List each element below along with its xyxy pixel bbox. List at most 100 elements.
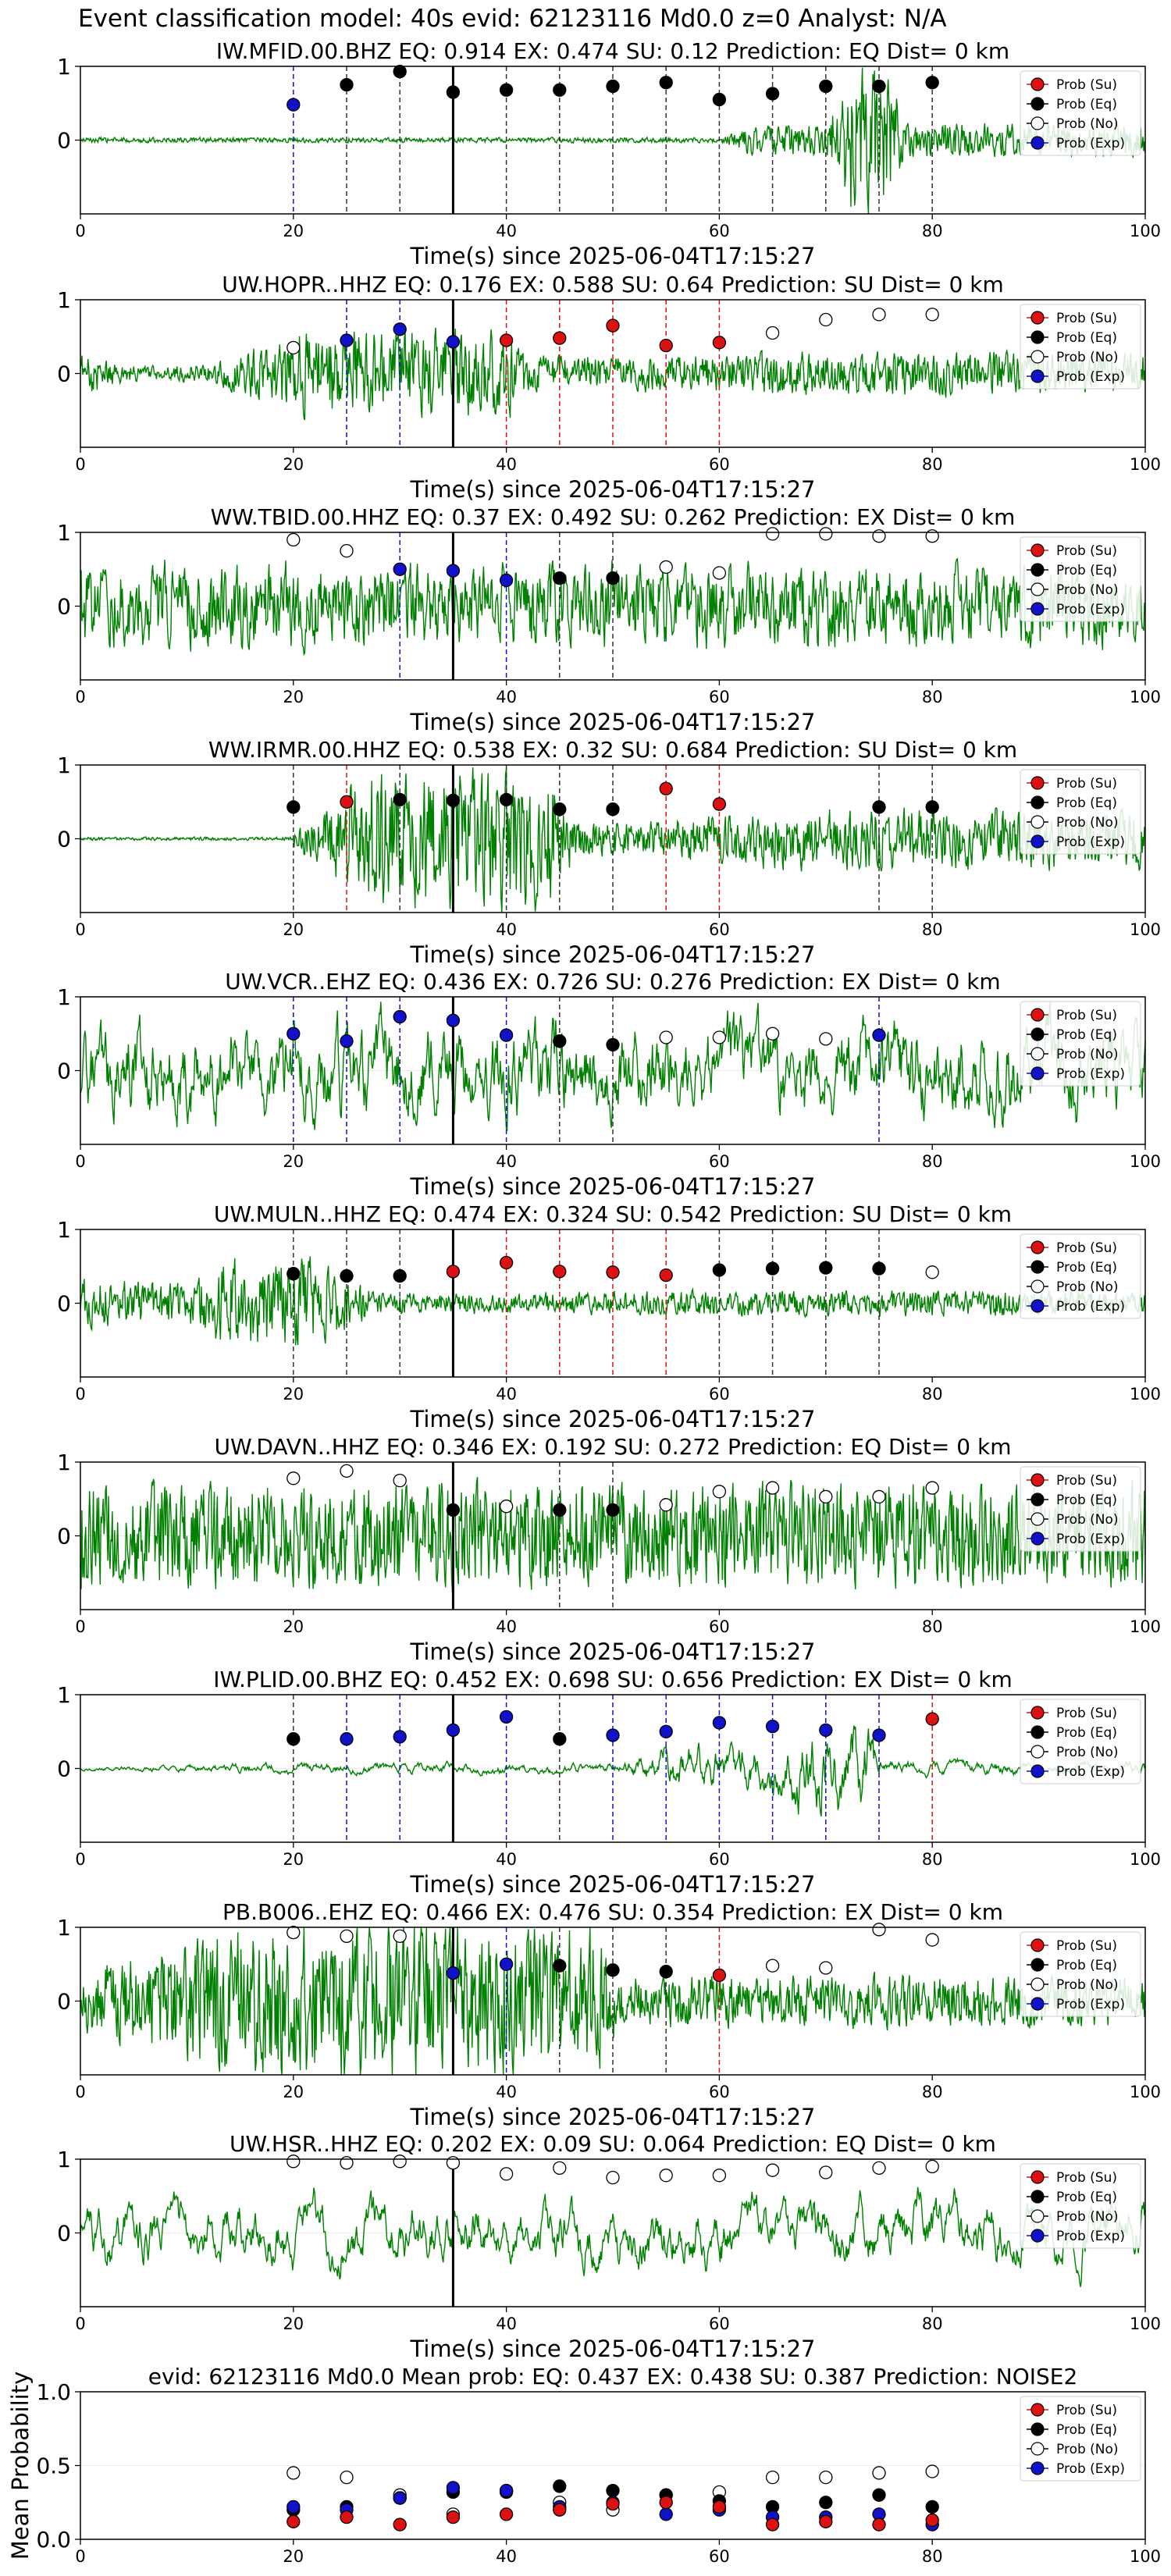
prob-marker-eq xyxy=(553,2479,567,2493)
prob-marker-exp xyxy=(446,1723,461,1738)
x-tick-label: 60 xyxy=(709,2547,730,2566)
prob-marker-eq xyxy=(393,64,407,79)
legend-label: Prob (Su) xyxy=(1056,1938,1117,1954)
x-tick-label: 60 xyxy=(709,920,730,939)
x-tick-label: 20 xyxy=(283,455,304,474)
prob-marker-no xyxy=(872,1923,886,1937)
prob-marker-eq xyxy=(659,1965,673,1979)
x-tick-label: 100 xyxy=(1130,222,1161,240)
legend-box xyxy=(1020,1233,1141,1319)
prob-marker-su xyxy=(446,2510,461,2524)
x-tick-label: 20 xyxy=(283,1617,304,1636)
legend-marker-eq xyxy=(1030,563,1045,577)
prob-marker-exp xyxy=(393,322,407,336)
subplot-5: UW.VCR..EHZ EQ: 0.436 EX: 0.726 SU: 0.27… xyxy=(57,969,1161,1200)
prob-marker-exp xyxy=(446,335,461,349)
legend-marker-eq xyxy=(1030,1260,1045,1274)
subplot-title: WW.IRMR.00.HHZ EQ: 0.538 EX: 0.32 SU: 0.… xyxy=(208,737,1017,763)
x-tick-label: 0 xyxy=(75,2547,85,2566)
x-tick-label: 100 xyxy=(1130,1617,1161,1636)
x-tick-label: 20 xyxy=(283,1152,304,1171)
prob-marker-no xyxy=(872,1489,886,1504)
y-tick-label: 1 xyxy=(57,1915,71,1941)
x-axis-label: Time(s) since 2025-06-04T17:15:27 xyxy=(410,1406,816,1432)
prob-marker-exp xyxy=(872,1728,886,1742)
prob-marker-no xyxy=(499,1500,514,1514)
legend-label: Prob (No) xyxy=(1056,350,1119,365)
prob-marker-no xyxy=(712,566,727,580)
legend-label: Prob (No) xyxy=(1056,1745,1119,1760)
prob-marker-no xyxy=(925,1265,939,1279)
legend-label: Prob (Su) xyxy=(1056,77,1117,93)
prob-marker-su xyxy=(340,795,354,809)
prob-marker-no xyxy=(287,2154,301,2169)
prob-marker-no xyxy=(340,2470,354,2485)
x-tick-label: 100 xyxy=(1130,1152,1161,1171)
legend-box xyxy=(1020,1699,1141,1784)
prob-marker-no xyxy=(819,312,833,327)
prob-marker-eq xyxy=(393,1268,407,1283)
x-tick-label: 0 xyxy=(75,2083,85,2101)
prob-marker-su xyxy=(872,2517,886,2532)
prob-marker-no xyxy=(606,2170,620,2185)
legend-marker-eq xyxy=(1030,2422,1045,2436)
legend: Prob (Su) Prob (Eq) Prob (No) Prob (Exp) xyxy=(1020,536,1141,622)
legend-label: Prob (Exp) xyxy=(1056,834,1125,850)
legend-label: Prob (Su) xyxy=(1056,1473,1117,1489)
prob-marker-su xyxy=(659,781,673,795)
legend-label: Prob (Su) xyxy=(1056,311,1117,326)
y-tick-label: 1 xyxy=(57,1682,71,1708)
legend-label: Prob (No) xyxy=(1056,116,1119,132)
prob-marker-eq xyxy=(340,1268,354,1283)
x-tick-label: 40 xyxy=(496,1385,517,1404)
prob-marker-no xyxy=(765,2470,780,2485)
legend-label: Prob (Exp) xyxy=(1056,2229,1125,2244)
legend-marker-no xyxy=(1030,1977,1045,1991)
prob-marker-exp xyxy=(819,1723,833,1738)
prob-marker-exp xyxy=(287,2500,301,2514)
y-tick-label: 1 xyxy=(57,287,71,313)
legend-label: Prob (Su) xyxy=(1056,776,1117,792)
prob-marker-exp xyxy=(499,1957,514,1971)
prob-marker-eq xyxy=(712,92,727,107)
prob-marker-eq xyxy=(925,2500,939,2514)
prob-marker-no xyxy=(765,1026,780,1041)
x-tick-label: 100 xyxy=(1130,1850,1161,1869)
y-tick-label: 1 xyxy=(57,1450,71,1475)
prob-marker-exp xyxy=(659,2507,673,2521)
y-tick-label: 0 xyxy=(57,1291,71,1317)
prob-marker-no xyxy=(659,1498,673,1512)
legend-marker-no xyxy=(1030,350,1045,364)
legend-marker-eq xyxy=(1030,1027,1045,1041)
prob-marker-no xyxy=(340,2156,354,2170)
legend-marker-su xyxy=(1030,2170,1045,2184)
prob-marker-no xyxy=(659,560,673,575)
prob-marker-eq xyxy=(765,1261,780,1276)
prob-marker-eq xyxy=(553,802,567,817)
y-tick-label: 1 xyxy=(57,1217,71,1243)
prob-marker-eq xyxy=(925,800,939,814)
prob-marker-eq xyxy=(819,1261,833,1275)
x-tick-label: 80 xyxy=(922,1385,943,1404)
legend-marker-exp xyxy=(1030,602,1045,616)
x-axis-label: Time(s) since 2025-06-04T17:15:27 xyxy=(410,1638,816,1665)
prob-marker-su xyxy=(659,1268,673,1283)
prob-marker-eq xyxy=(606,2483,620,2498)
legend-label: Prob (Exp) xyxy=(1056,369,1125,385)
legend-marker-eq xyxy=(1030,1725,1045,1739)
prob-marker-no xyxy=(925,1933,939,1947)
x-tick-label: 0 xyxy=(75,222,85,240)
prob-marker-su xyxy=(340,2510,354,2524)
legend-label: Prob (Exp) xyxy=(1056,602,1125,617)
prob-marker-su xyxy=(499,2507,514,2521)
x-tick-label: 80 xyxy=(922,1152,943,1171)
y-tick-label: 0 xyxy=(57,128,71,154)
legend: Prob (Su) Prob (Eq) Prob (No) Prob (Exp) xyxy=(1020,2163,1141,2249)
legend-marker-no xyxy=(1030,815,1045,829)
prob-marker-eq xyxy=(872,1261,886,1276)
y-tick-label: 0 xyxy=(57,1524,71,1550)
prob-marker-eq xyxy=(819,79,833,94)
prob-marker-no xyxy=(287,2466,301,2480)
legend-marker-exp xyxy=(1030,1997,1045,2011)
legend-label: Prob (Su) xyxy=(1056,2170,1117,2186)
